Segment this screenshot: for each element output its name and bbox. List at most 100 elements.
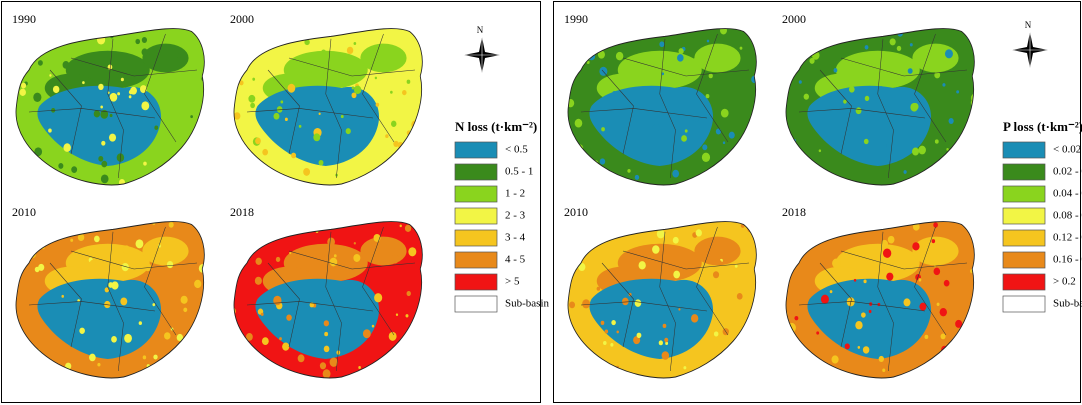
speckle (602, 170, 609, 178)
speckle (298, 124, 302, 128)
speckle (390, 120, 397, 127)
speckle (321, 254, 325, 259)
speckle (255, 257, 262, 265)
land-patch (142, 43, 189, 73)
speckle (567, 29, 571, 36)
speckle (933, 267, 941, 276)
speckle (309, 71, 312, 74)
speckle (604, 329, 609, 334)
speckle (662, 323, 667, 329)
speckle (903, 298, 911, 307)
speckle (616, 330, 619, 334)
speckle (329, 257, 338, 267)
speckle (603, 340, 607, 346)
speckle (691, 112, 700, 122)
speckle (239, 65, 246, 72)
legend-label: 3 - 4 (505, 232, 526, 244)
speckle (340, 114, 344, 119)
speckle (912, 242, 920, 251)
island-outline (233, 221, 423, 379)
speckle (405, 173, 411, 179)
sub-basin-boundary (107, 38, 124, 179)
speckle (567, 79, 571, 83)
speckle (142, 355, 147, 360)
sub-basin-boundary (601, 262, 634, 348)
speckle (320, 63, 328, 72)
speckle (567, 266, 569, 274)
legend-swatch (454, 273, 498, 291)
speckle (934, 71, 941, 79)
speckle (63, 143, 71, 152)
legend-label: Sub-basin (1053, 298, 1082, 310)
speckle (403, 346, 408, 353)
speckle (754, 328, 757, 333)
year-label: 1990 (564, 12, 588, 26)
speckle (677, 54, 684, 62)
speckle (961, 160, 968, 167)
speckle (727, 360, 731, 364)
map-fill (233, 221, 423, 378)
speckle (940, 333, 946, 340)
speckle (863, 279, 867, 284)
speckle (664, 337, 669, 343)
low-loss-area (255, 85, 380, 166)
speckle (579, 150, 585, 156)
speckle (277, 173, 282, 179)
compass-star (1011, 31, 1048, 68)
speckle (785, 334, 789, 344)
speckle (121, 262, 129, 272)
speckle (108, 282, 114, 288)
speckle (868, 309, 872, 314)
legend-label: 2 - 3 (505, 210, 526, 222)
speckle (944, 49, 953, 59)
speckle (153, 354, 158, 360)
speckle (145, 221, 149, 224)
sub-basin-boundary (914, 226, 947, 336)
speckle (58, 163, 64, 169)
speckle (969, 340, 975, 348)
speckle (233, 72, 239, 80)
speckle (791, 221, 795, 224)
speckle (291, 152, 297, 159)
land-patch (360, 236, 407, 266)
speckle (735, 355, 742, 363)
land-patch (142, 236, 189, 266)
speckle (912, 103, 919, 110)
speckle (329, 357, 338, 367)
speckle (89, 353, 96, 362)
sub-basin-boundary (877, 231, 894, 372)
speckle (233, 64, 236, 68)
speckle (111, 281, 119, 290)
map (15, 221, 209, 379)
speckle (912, 223, 920, 231)
speckle (205, 358, 209, 362)
speckle (275, 256, 281, 262)
map-fill (15, 221, 209, 378)
speckle (406, 79, 411, 84)
speckle (883, 257, 887, 260)
speckle (289, 251, 292, 255)
speckle (298, 221, 303, 226)
speckle (141, 36, 148, 43)
speckle (690, 58, 700, 68)
speckle (567, 247, 572, 254)
speckle (569, 246, 577, 256)
speckle (111, 336, 117, 343)
speckle (690, 314, 699, 323)
speckle (323, 345, 330, 353)
island-outline (233, 28, 423, 186)
speckle (77, 30, 81, 34)
speckle (967, 28, 972, 32)
speckle (848, 56, 851, 60)
speckle (673, 270, 681, 279)
speckle (628, 292, 632, 297)
sub-basin-boundary (246, 108, 374, 119)
sub-basin-boundary (144, 226, 177, 336)
sub-basin-boundary (580, 301, 708, 312)
speckle (579, 228, 588, 237)
speckle (787, 223, 796, 232)
legend-label: 0.12 - 0.16 (1053, 232, 1082, 244)
speckle (274, 273, 278, 278)
speckle (100, 174, 109, 184)
island-outline (15, 28, 205, 186)
